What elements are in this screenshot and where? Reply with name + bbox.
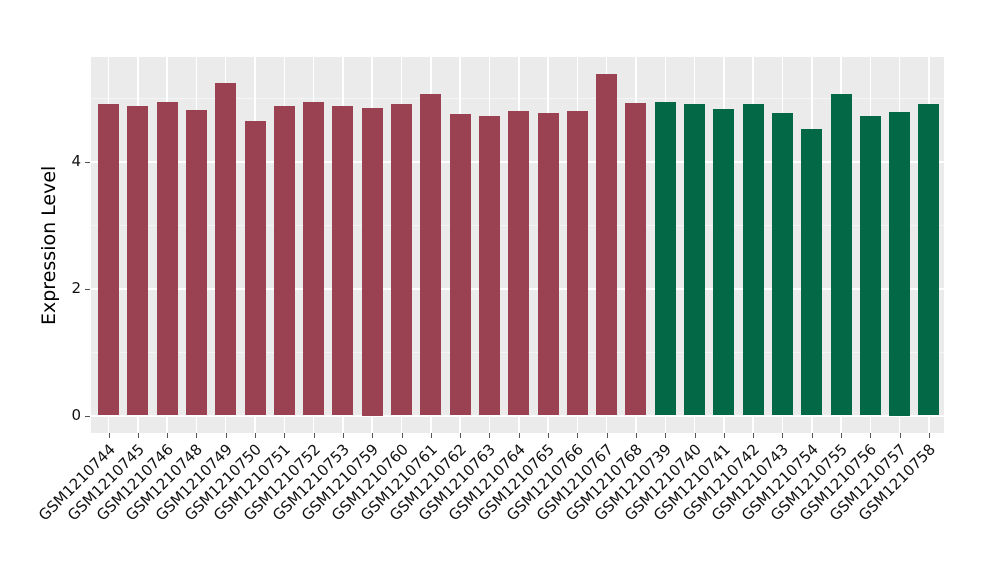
bar-GSM1210755 — [830, 94, 852, 416]
x-tick-mark — [313, 433, 315, 438]
bar-GSM1210744 — [98, 103, 119, 416]
x-tick-mark — [753, 433, 755, 438]
bar-GSM1210752 — [303, 102, 325, 416]
x-tick-mark — [255, 433, 256, 438]
bar-GSM1210767 — [596, 73, 618, 416]
bar-GSM1210757 — [889, 112, 911, 416]
bar-GSM1210764 — [508, 110, 530, 416]
x-tick-mark — [372, 433, 374, 438]
x-tick-mark — [899, 433, 901, 438]
bar-GSM1210746 — [156, 101, 178, 416]
bar-GSM1210762 — [449, 113, 471, 416]
x-tick-mark — [811, 433, 813, 438]
x-tick-mark — [606, 433, 608, 438]
x-tick-mark — [870, 433, 872, 438]
bar-GSM1210753 — [332, 106, 354, 416]
x-tick-mark — [284, 433, 286, 438]
x-tick-mark — [196, 433, 198, 438]
bar-GSM1210740 — [684, 104, 705, 416]
x-tick-mark — [518, 433, 520, 438]
bar-GSM1210750 — [244, 120, 266, 416]
x-tick-mark — [577, 433, 579, 438]
x-tick-mark — [665, 433, 667, 438]
gridline-minor — [91, 98, 944, 99]
x-tick-mark — [137, 433, 139, 438]
x-tick-mark — [548, 433, 549, 438]
x-tick-mark — [489, 433, 491, 438]
y-axis-tick-label-2: 2 — [71, 278, 81, 297]
bar-GSM1210756 — [859, 115, 881, 416]
x-tick-mark — [635, 433, 637, 438]
x-tick-mark — [841, 433, 842, 438]
bar-GSM1210745 — [127, 106, 149, 416]
plot-panel — [91, 57, 944, 433]
bar-GSM1210760 — [391, 103, 412, 416]
bar-GSM1210742 — [742, 104, 764, 416]
bar-GSM1210765 — [537, 113, 559, 416]
y-axis-tick-label-4: 4 — [71, 151, 81, 170]
bar-GSM1210759 — [361, 107, 383, 416]
bar-GSM1210739 — [654, 102, 676, 416]
bar-GSM1210766 — [566, 111, 588, 416]
bar-GSM1210758 — [918, 104, 940, 416]
x-tick-mark — [401, 433, 403, 438]
bar-GSM1210741 — [713, 108, 735, 416]
x-tick-mark — [342, 433, 344, 438]
x-tick-mark — [430, 433, 432, 438]
bar-GSM1210751 — [273, 106, 295, 416]
y-axis-tick-label-0: 0 — [71, 405, 81, 424]
bar-GSM1210763 — [478, 116, 500, 416]
x-tick-mark — [723, 433, 725, 438]
x-tick-mark — [460, 433, 462, 438]
y-tick-mark — [85, 161, 90, 163]
bar-GSM1210749 — [215, 83, 237, 416]
x-tick-mark — [225, 433, 227, 438]
bar-GSM1210768 — [625, 103, 647, 416]
y-axis-title: Expression Level — [38, 165, 60, 325]
bar-GSM1210748 — [185, 110, 207, 416]
x-tick-mark — [694, 433, 696, 438]
gridline-major — [91, 414, 944, 417]
bar-GSM1210761 — [420, 94, 442, 416]
y-tick-mark — [85, 288, 90, 290]
x-tick-mark — [782, 433, 784, 438]
x-tick-mark — [108, 433, 110, 438]
bar-GSM1210754 — [801, 129, 823, 416]
y-tick-mark — [85, 415, 90, 417]
bar-GSM1210743 — [771, 112, 793, 416]
x-tick-mark — [167, 433, 169, 438]
x-tick-mark — [928, 433, 930, 438]
